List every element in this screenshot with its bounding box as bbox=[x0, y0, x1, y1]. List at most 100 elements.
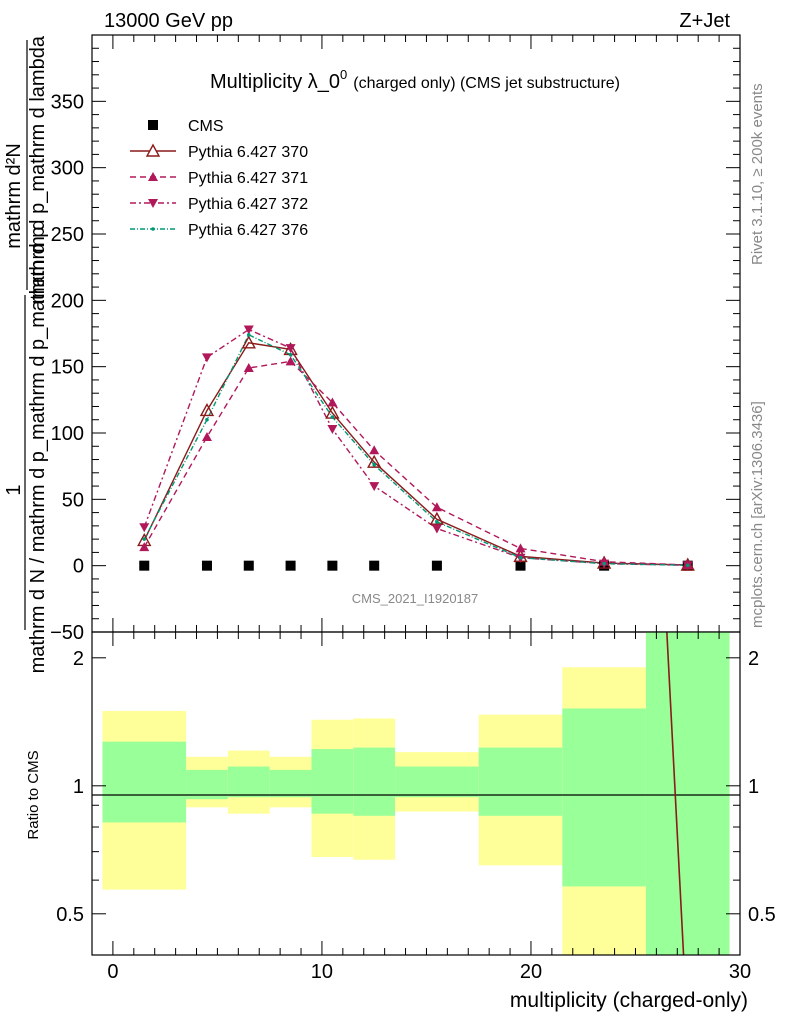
y-tick-label: 250 bbox=[51, 224, 84, 246]
cms-point bbox=[431, 560, 442, 571]
header-left: 13000 GeV pp bbox=[104, 10, 233, 32]
legend-label: Pythia 6.427 376 bbox=[188, 222, 308, 239]
y-tick-label: 200 bbox=[51, 290, 84, 312]
series-point-3 bbox=[431, 524, 442, 534]
y-tick-label: 0 bbox=[73, 556, 84, 578]
series-line-2 bbox=[143, 360, 688, 566]
series-point-3 bbox=[369, 482, 380, 492]
series-point-3 bbox=[327, 425, 338, 435]
series-point-3 bbox=[285, 344, 296, 354]
ratio-tick-label: 2 bbox=[73, 648, 84, 670]
ratio-band-green bbox=[227, 766, 270, 798]
ratio-band-green bbox=[562, 708, 646, 887]
series-point-4 bbox=[205, 417, 209, 422]
cms-point bbox=[201, 560, 212, 571]
legend-marker bbox=[148, 172, 158, 181]
lower-panel: 0.5 0.51 12 20 10 20 30 bbox=[56, 631, 776, 983]
cms-point bbox=[139, 560, 150, 571]
legend-marker bbox=[151, 227, 155, 231]
series-point-4 bbox=[518, 555, 523, 560]
ratio-tick-label: 0.5 bbox=[56, 904, 84, 926]
y-tick-label: 100 bbox=[51, 423, 84, 445]
plot-title-main: Multiplicity λ_0 bbox=[210, 71, 340, 93]
lower-ticks: 0.5 0.51 12 20 10 20 30 bbox=[56, 632, 776, 983]
series-point-3 bbox=[243, 325, 254, 335]
legend-marker bbox=[148, 199, 158, 208]
upper-series-layer bbox=[137, 325, 695, 571]
plot-title-tail: (charged only) (CMS jet substructure) bbox=[353, 75, 620, 92]
ratio-band-green bbox=[269, 769, 312, 798]
y-tick-label: −50 bbox=[50, 622, 84, 644]
header-right: Z+Jet bbox=[679, 10, 730, 32]
series-point-3 bbox=[139, 523, 150, 533]
ratio-tick-label-right: 2 bbox=[748, 648, 759, 670]
ratio-band-green bbox=[311, 749, 354, 814]
mcplots-credit: mcplots.cern.ch [arXiv:1306.3436] bbox=[749, 401, 766, 628]
series-line-3 bbox=[143, 328, 688, 566]
series-point-4 bbox=[142, 537, 147, 541]
ratio-bands bbox=[102, 632, 730, 955]
legend-label: Pythia 6.427 372 bbox=[188, 196, 308, 213]
legend-marker bbox=[148, 120, 158, 130]
series-point-4 bbox=[685, 563, 690, 568]
upper-panel: −50 0 50 100 150 200 250 300 350 CMS_2021_I19201… bbox=[50, 34, 741, 644]
series-point-1 bbox=[241, 335, 256, 349]
series-point-2 bbox=[201, 431, 212, 441]
ratio-band-green bbox=[186, 769, 228, 800]
series-point-1 bbox=[429, 511, 445, 525]
plot-title: Multiplicity λ_00 (charged only) (CMS jet… bbox=[210, 67, 620, 93]
series-point-2 bbox=[369, 445, 380, 455]
upper-ticks: −50 0 50 100 150 200 250 300 350 bbox=[50, 34, 741, 644]
series-point-1 bbox=[199, 402, 215, 417]
x-tick-label: 0 bbox=[107, 961, 118, 983]
series-point-2 bbox=[139, 542, 150, 552]
cms-point bbox=[327, 560, 338, 571]
legend-label: CMS bbox=[188, 118, 224, 135]
ratio-series-line bbox=[666, 631, 685, 956]
series-point-4 bbox=[602, 561, 606, 566]
series-point-2 bbox=[285, 356, 296, 366]
ylabel-upper-b: mathrm d p_mathrm d lambda bbox=[27, 35, 49, 304]
ratio-band-green bbox=[353, 747, 396, 816]
y-tick-label: 50 bbox=[62, 489, 84, 511]
xlabel: multiplicity (charged-only) bbox=[510, 989, 748, 1012]
ratio-band-green bbox=[395, 766, 479, 798]
series-line-1 bbox=[143, 342, 688, 566]
series-point-2 bbox=[515, 543, 526, 553]
ylabel-lower: Ratio to CMS bbox=[25, 750, 42, 839]
legend: CMS Pythia 6.427 370 Pythia 6.427 371 Pythi… bbox=[130, 118, 308, 239]
ylabel-upper-one: 1 bbox=[3, 484, 25, 495]
ratio-tick-label-right: 1 bbox=[748, 776, 759, 798]
series-point-4 bbox=[246, 333, 251, 337]
series-point-4 bbox=[372, 463, 376, 467]
y-tick-label: 150 bbox=[51, 357, 84, 379]
x-tick-label: 10 bbox=[311, 961, 333, 983]
ratio-band-green bbox=[478, 747, 563, 816]
series-point-1 bbox=[367, 454, 382, 468]
ylabel-upper-c: mathrm d N / mathrm d p_mathrm d p_mathr… bbox=[27, 227, 49, 674]
lower-frame bbox=[91, 631, 741, 956]
ratio-band-green bbox=[102, 741, 187, 823]
cms-point bbox=[369, 560, 380, 571]
legend-marker bbox=[145, 143, 161, 157]
legend-label: Pythia 6.427 370 bbox=[188, 144, 308, 161]
ratio-tick-label-right: 0.5 bbox=[748, 904, 776, 926]
legend-label: Pythia 6.427 371 bbox=[188, 170, 308, 187]
series-point-2 bbox=[327, 397, 338, 407]
series-point-2 bbox=[243, 362, 254, 372]
series-line-4 bbox=[143, 333, 688, 566]
x-tick-label: 20 bbox=[520, 961, 542, 983]
ylabel-upper-a: mathrm d²N bbox=[3, 143, 25, 249]
plot-title-sup: 0 bbox=[340, 67, 347, 82]
ratio-tick-label: 1 bbox=[73, 776, 84, 798]
series-point-3 bbox=[201, 353, 212, 363]
y-tick-label: 350 bbox=[51, 91, 84, 113]
series-point-2 bbox=[431, 502, 442, 512]
cms-point bbox=[515, 560, 526, 571]
watermark: CMS_2021_I1920187 bbox=[352, 591, 479, 606]
ratio-band-green bbox=[645, 632, 730, 955]
cms-point bbox=[243, 560, 254, 571]
series-point-4 bbox=[435, 520, 439, 524]
cms-point bbox=[285, 560, 296, 571]
